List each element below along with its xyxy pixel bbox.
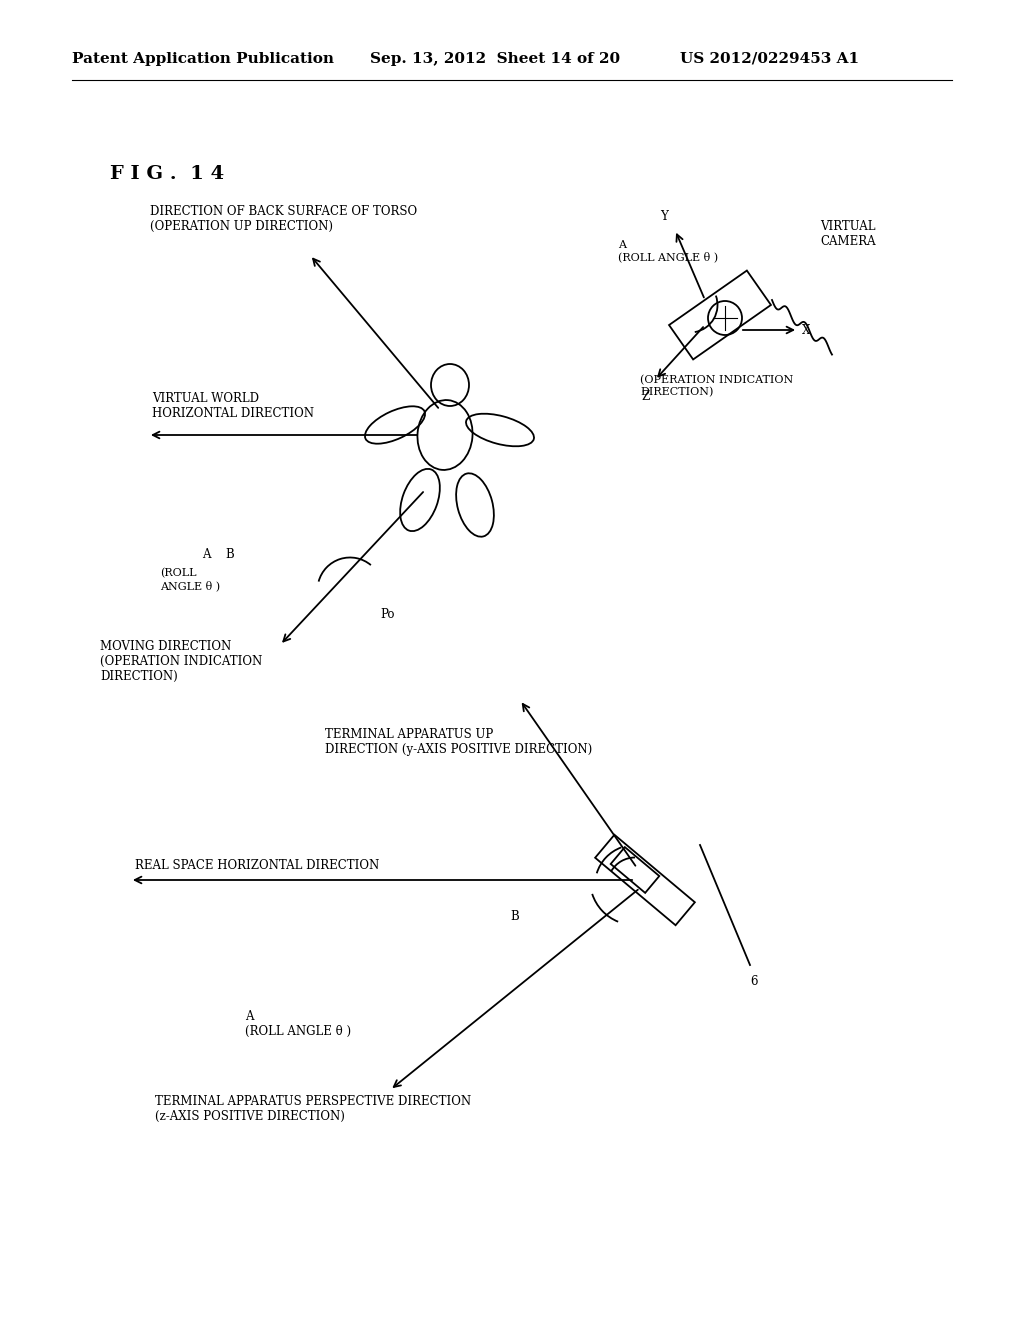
Text: DIRECTION OF BACK SURFACE OF TORSO
(OPERATION UP DIRECTION): DIRECTION OF BACK SURFACE OF TORSO (OPER… xyxy=(150,205,417,234)
Text: US 2012/0229453 A1: US 2012/0229453 A1 xyxy=(680,51,859,66)
Text: F I G .  1 4: F I G . 1 4 xyxy=(110,165,224,183)
Text: 6: 6 xyxy=(750,975,758,987)
Text: VIRTUAL
CAMERA: VIRTUAL CAMERA xyxy=(820,220,876,248)
Text: VIRTUAL WORLD
HORIZONTAL DIRECTION: VIRTUAL WORLD HORIZONTAL DIRECTION xyxy=(152,392,314,420)
Text: Patent Application Publication: Patent Application Publication xyxy=(72,51,334,66)
Text: A: A xyxy=(202,548,211,561)
Text: A
(ROLL ANGLE θ ): A (ROLL ANGLE θ ) xyxy=(245,1010,351,1038)
Text: REAL SPACE HORIZONTAL DIRECTION: REAL SPACE HORIZONTAL DIRECTION xyxy=(135,859,379,873)
Text: Z: Z xyxy=(642,389,650,403)
Text: (OPERATION INDICATION
DIRECTION): (OPERATION INDICATION DIRECTION) xyxy=(640,375,794,397)
Text: B: B xyxy=(225,548,233,561)
Text: B: B xyxy=(510,909,519,923)
Text: TERMINAL APPARATUS UP
DIRECTION (y-AXIS POSITIVE DIRECTION): TERMINAL APPARATUS UP DIRECTION (y-AXIS … xyxy=(325,729,592,756)
Text: A
(ROLL ANGLE θ ): A (ROLL ANGLE θ ) xyxy=(618,240,718,263)
Text: Y: Y xyxy=(660,210,668,223)
Text: X: X xyxy=(802,323,810,337)
Text: TERMINAL APPARATUS PERSPECTIVE DIRECTION
(z-AXIS POSITIVE DIRECTION): TERMINAL APPARATUS PERSPECTIVE DIRECTION… xyxy=(155,1096,471,1123)
Text: Po: Po xyxy=(380,609,394,620)
Text: Sep. 13, 2012  Sheet 14 of 20: Sep. 13, 2012 Sheet 14 of 20 xyxy=(370,51,621,66)
Text: (ROLL
ANGLE θ ): (ROLL ANGLE θ ) xyxy=(160,568,220,591)
Text: MOVING DIRECTION
(OPERATION INDICATION
DIRECTION): MOVING DIRECTION (OPERATION INDICATION D… xyxy=(100,640,262,682)
